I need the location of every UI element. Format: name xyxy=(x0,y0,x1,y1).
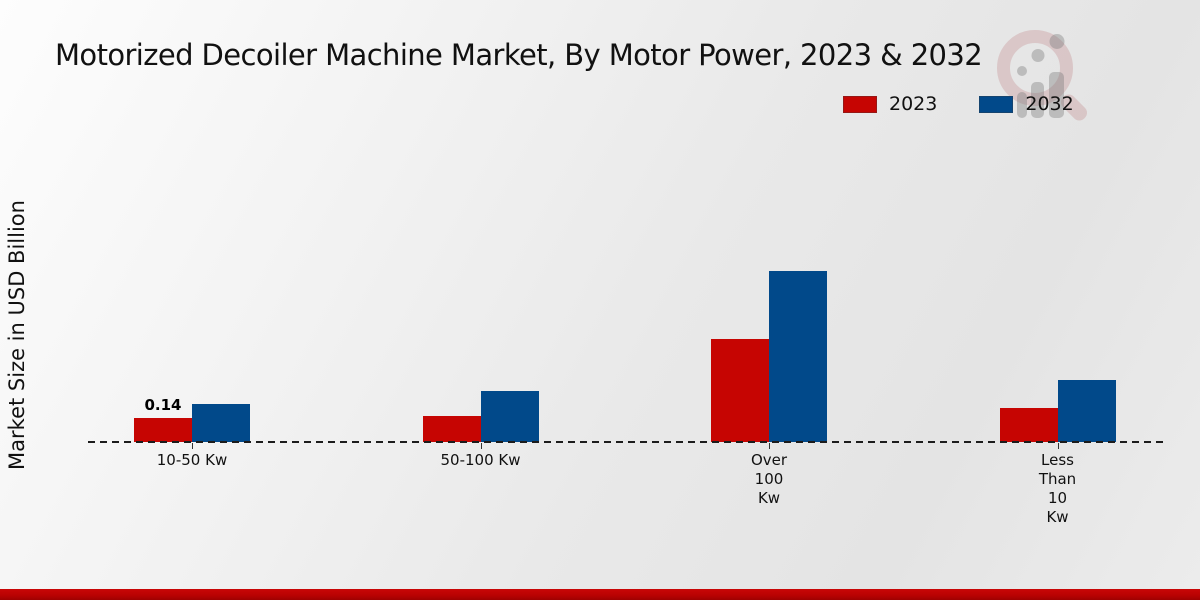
x-axis-category-label: 10-50 Kw xyxy=(156,451,228,469)
bar-2023-over-100-kw xyxy=(711,339,769,442)
bar-value-annotation: 0.14 xyxy=(144,396,182,414)
watermark-bar-icon xyxy=(1049,34,1064,118)
x-axis-tick xyxy=(769,443,770,449)
watermark-bar-icon xyxy=(1031,49,1044,118)
bar-2023-less-than-10-kw xyxy=(999,408,1058,442)
bar-2023-50-100-kw xyxy=(422,416,481,442)
legend-label-2032: 2032 xyxy=(1025,93,1074,115)
chart-legend: 2023 2032 xyxy=(843,93,1074,115)
x-axis-tick xyxy=(192,443,193,449)
footer-accent-bar xyxy=(0,589,1200,600)
legend-label-2023: 2023 xyxy=(889,93,938,115)
bar-2032-50-100-kw xyxy=(480,391,539,442)
x-axis-category-label: Over 100 Kw xyxy=(750,451,788,507)
x-axis-baseline xyxy=(88,441,1166,443)
x-axis-category-label: 50-100 Kw xyxy=(440,451,521,469)
x-axis-category-label: Less Than 10 Kw xyxy=(1038,451,1077,526)
bar-2023-10-50-kw xyxy=(134,418,192,442)
legend-swatch-2032 xyxy=(979,95,1014,113)
chart-title: Motorized Decoiler Machine Market, By Mo… xyxy=(55,38,983,72)
x-axis-tick xyxy=(480,443,482,449)
brand-watermark-logo xyxy=(995,26,1095,126)
bar-2032-less-than-10-kw xyxy=(1057,380,1116,442)
watermark-bar-icon xyxy=(1017,66,1027,118)
legend-item-2032: 2032 xyxy=(979,93,1074,115)
bar-2032-over-100-kw xyxy=(769,271,827,442)
bar-2032-10-50-kw xyxy=(192,404,250,442)
legend-swatch-2023 xyxy=(843,95,877,113)
legend-item-2023: 2023 xyxy=(843,93,937,115)
x-axis-tick xyxy=(1057,443,1059,449)
